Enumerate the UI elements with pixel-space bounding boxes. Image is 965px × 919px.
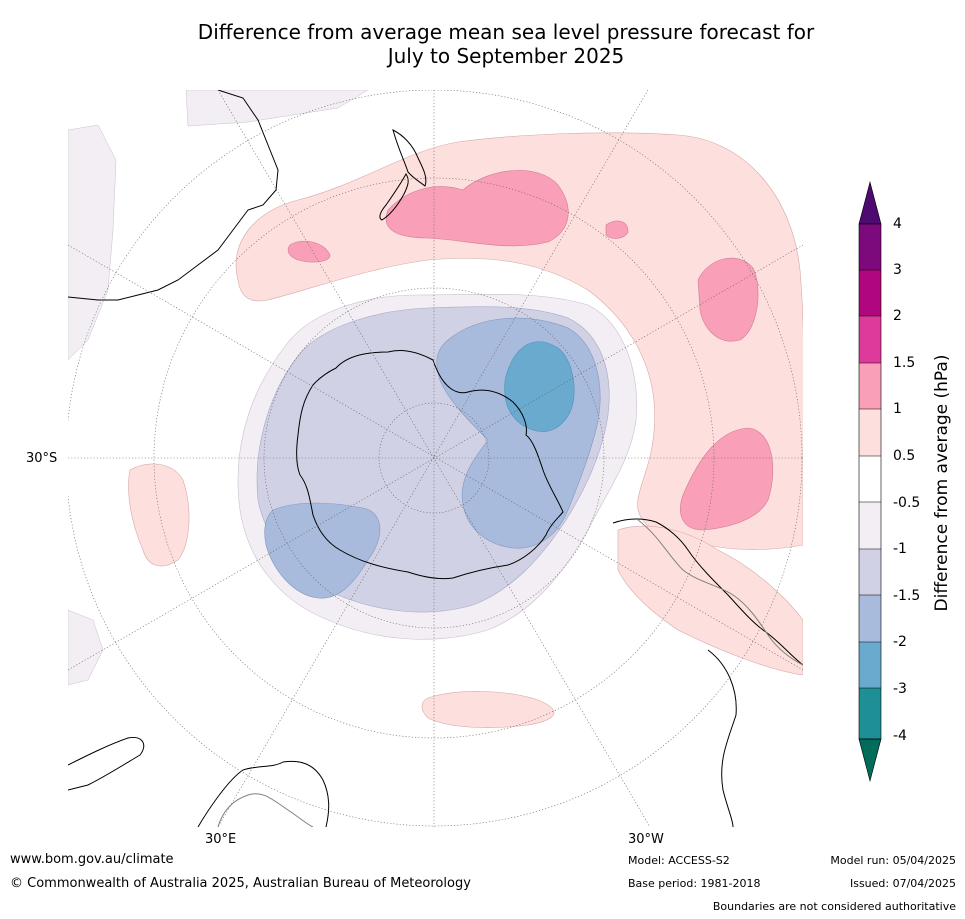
- new-zealand-coastline: [379, 129, 427, 221]
- anomaly-region-pos-west: [128, 463, 190, 567]
- colorbar-tick-neg1: -1: [893, 541, 907, 557]
- colorbar-band-1-1.5: [859, 363, 881, 409]
- colorbar-band-3-4: [859, 224, 881, 270]
- anomaly-region-pos-ring: [235, 132, 803, 550]
- colorbar-band-neutral: [859, 456, 881, 502]
- title-line-2: July to September 2025: [387, 44, 625, 68]
- colorbar-tick-0-5: 0.5: [893, 448, 916, 464]
- footer-disclaimer: Boundaries are not considered authoritat…: [712, 900, 956, 913]
- colorbar-tick-3: 3: [893, 262, 902, 278]
- colorbar-tick-neg4: -4: [893, 728, 907, 744]
- colorbar-extend-bottom: [858, 738, 882, 783]
- lat-label-30s: 30°S: [26, 451, 58, 466]
- footer-issued: Issued: 07/04/2025: [849, 877, 956, 890]
- colorbar-title: Difference from average (hPa): [932, 354, 952, 612]
- anomaly-region-neg-small-sw: [68, 609, 104, 686]
- colorbar-tick-neg0-5: -0.5: [893, 495, 921, 511]
- anomaly-region-pos-drake: [680, 427, 774, 531]
- footer-url[interactable]: www.bom.gov.au/climate: [10, 852, 174, 867]
- anomaly-region-pos-east: [697, 257, 759, 342]
- anomaly-region-pos-south: [421, 691, 555, 728]
- colorbar-tick-neg1-5: -1.5: [893, 588, 921, 604]
- graticule: [68, 90, 803, 827]
- colorbar-tick-4: 4: [893, 216, 902, 232]
- anomaly-region-neg-strong-west: [264, 502, 381, 599]
- africa-boundary: [217, 793, 314, 827]
- anomaly-region-neg-strongest: [504, 341, 575, 432]
- antarctica-coastline: [296, 349, 564, 580]
- australia-coastline: [68, 90, 279, 301]
- africa-coastline: [68, 736, 145, 791]
- south-america-coastline-2: [707, 649, 737, 827]
- colorbar-band-neg1-neg1.5: [859, 549, 881, 595]
- anomaly-region-neg-small-northeast: [185, 90, 369, 127]
- lon-label-30e: 30°E: [205, 832, 237, 847]
- africa-coastline-2: [197, 760, 330, 827]
- colorbar-band-neg0.5-neg1: [859, 502, 881, 549]
- colorbar-tick-1-5: 1.5: [893, 355, 916, 371]
- footer-model: Model: ACCESS-S2: [628, 854, 730, 867]
- colorbar-tick-2: 2: [893, 308, 902, 324]
- colorbar-band-0.5-1: [859, 409, 881, 456]
- colorbar-band-neg3-neg4: [859, 688, 881, 739]
- footer-model-run: Model run: 05/04/2025: [830, 854, 956, 867]
- anomaly-region-pos-small: [287, 240, 331, 263]
- colorbar-band-2-3: [859, 270, 881, 316]
- colorbar-band-neg2-neg3: [859, 642, 881, 688]
- south-america-boundary: [637, 519, 803, 666]
- map-panel: [68, 90, 803, 827]
- colorbar-extend-top: [858, 180, 882, 225]
- chart-title: Difference from average mean sea level p…: [0, 20, 965, 68]
- anomaly-region-pos-nz: [385, 170, 569, 247]
- colorbar-tick-neg3: -3: [893, 681, 907, 697]
- title-line-1: Difference from average mean sea level p…: [197, 20, 815, 44]
- colorbar-band-1.5-2: [859, 316, 881, 363]
- lon-label-30w: 30°W: [628, 832, 664, 847]
- colorbar: [858, 180, 882, 783]
- footer-copyright: © Commonwealth of Australia 2025, Austra…: [10, 876, 471, 891]
- colorbar-tick-1: 1: [893, 401, 902, 417]
- colorbar-band-neg1.5-neg2: [859, 595, 881, 642]
- anomaly-region-neg-small-west: [68, 124, 117, 361]
- anomaly-region-pos-southamerica: [617, 525, 803, 676]
- colorbar-tick-neg2: -2: [893, 634, 907, 650]
- anomaly-region-pos-tiny: [605, 220, 629, 239]
- footer-base-period: Base period: 1981-2018: [628, 877, 761, 890]
